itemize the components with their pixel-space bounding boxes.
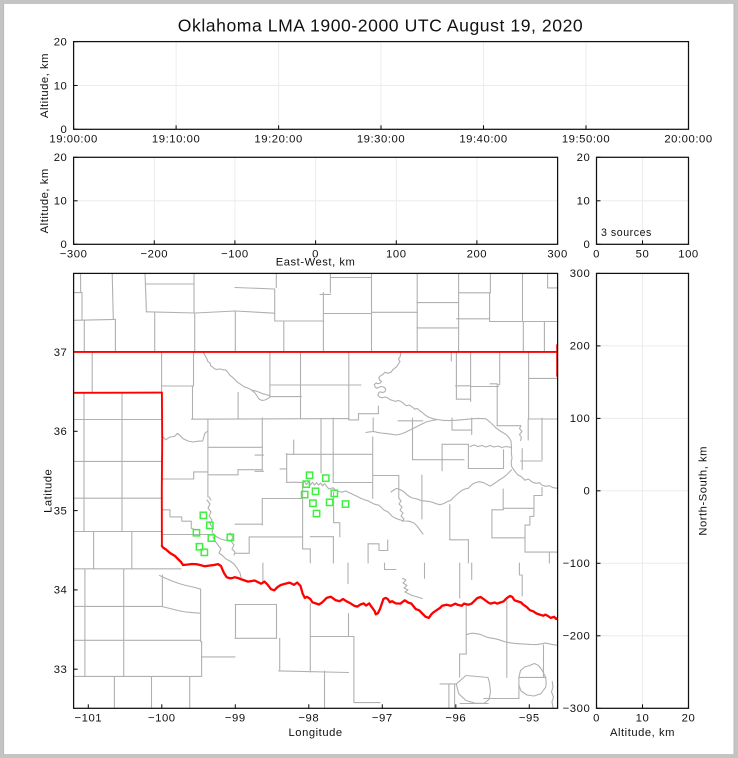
- svg-text:10: 10: [54, 196, 68, 208]
- svg-text:19:10:00: 19:10:00: [152, 134, 200, 146]
- svg-text:−100: −100: [221, 249, 249, 261]
- svg-text:300: 300: [547, 249, 568, 261]
- svg-text:0: 0: [312, 249, 319, 261]
- svg-text:20:00:00: 20:00:00: [664, 134, 712, 146]
- svg-text:10: 10: [54, 80, 68, 92]
- svg-text:−200: −200: [563, 631, 591, 643]
- svg-text:−300: −300: [563, 703, 591, 715]
- svg-text:North-South, km: North-South, km: [697, 446, 709, 536]
- svg-text:35: 35: [54, 505, 68, 517]
- svg-text:200: 200: [467, 249, 488, 261]
- svg-text:19:40:00: 19:40:00: [459, 134, 507, 146]
- svg-text:Altitude, km: Altitude, km: [610, 727, 675, 739]
- svg-text:−98: −98: [298, 713, 319, 725]
- svg-text:−200: −200: [140, 249, 168, 261]
- svg-text:−97: −97: [372, 713, 393, 725]
- svg-text:0: 0: [593, 713, 600, 725]
- svg-text:−101: −101: [74, 713, 102, 725]
- svg-text:20: 20: [577, 152, 591, 164]
- svg-text:19:20:00: 19:20:00: [254, 134, 302, 146]
- svg-text:0: 0: [593, 249, 600, 261]
- svg-text:33: 33: [54, 664, 68, 676]
- svg-text:0: 0: [61, 239, 68, 251]
- svg-text:−95: −95: [519, 713, 540, 725]
- svg-text:East-West, km: East-West, km: [276, 257, 356, 269]
- svg-text:20: 20: [54, 152, 68, 164]
- svg-text:Latitude: Latitude: [43, 469, 55, 513]
- svg-text:19:50:00: 19:50:00: [562, 134, 610, 146]
- svg-text:Oklahoma LMA 1900-2000 UTC Aug: Oklahoma LMA 1900-2000 UTC August 19, 20…: [178, 16, 584, 36]
- svg-text:−96: −96: [445, 713, 466, 725]
- svg-text:300: 300: [570, 268, 591, 280]
- svg-text:−100: −100: [563, 558, 591, 570]
- svg-text:10: 10: [577, 196, 591, 208]
- svg-text:−99: −99: [225, 713, 246, 725]
- svg-text:3 sources: 3 sources: [601, 227, 652, 239]
- svg-text:−300: −300: [60, 249, 88, 261]
- svg-text:100: 100: [678, 249, 699, 261]
- svg-text:19:00:00: 19:00:00: [49, 134, 97, 146]
- svg-text:0: 0: [583, 486, 590, 498]
- svg-text:34: 34: [54, 585, 68, 597]
- svg-text:Altitude, km: Altitude, km: [39, 53, 51, 118]
- svg-text:Longitude: Longitude: [289, 727, 343, 739]
- svg-text:37: 37: [54, 347, 68, 359]
- svg-text:100: 100: [386, 249, 407, 261]
- svg-text:0: 0: [583, 239, 590, 251]
- svg-text:200: 200: [570, 341, 591, 353]
- svg-text:0: 0: [61, 124, 68, 136]
- svg-text:100: 100: [570, 413, 591, 425]
- svg-text:10: 10: [636, 713, 650, 725]
- svg-text:19:30:00: 19:30:00: [357, 134, 405, 146]
- svg-text:−100: −100: [148, 713, 176, 725]
- svg-text:20: 20: [54, 36, 68, 48]
- svg-text:Altitude, km: Altitude, km: [39, 168, 51, 233]
- svg-text:36: 36: [54, 426, 68, 438]
- svg-text:50: 50: [636, 249, 650, 261]
- svg-text:20: 20: [682, 713, 696, 725]
